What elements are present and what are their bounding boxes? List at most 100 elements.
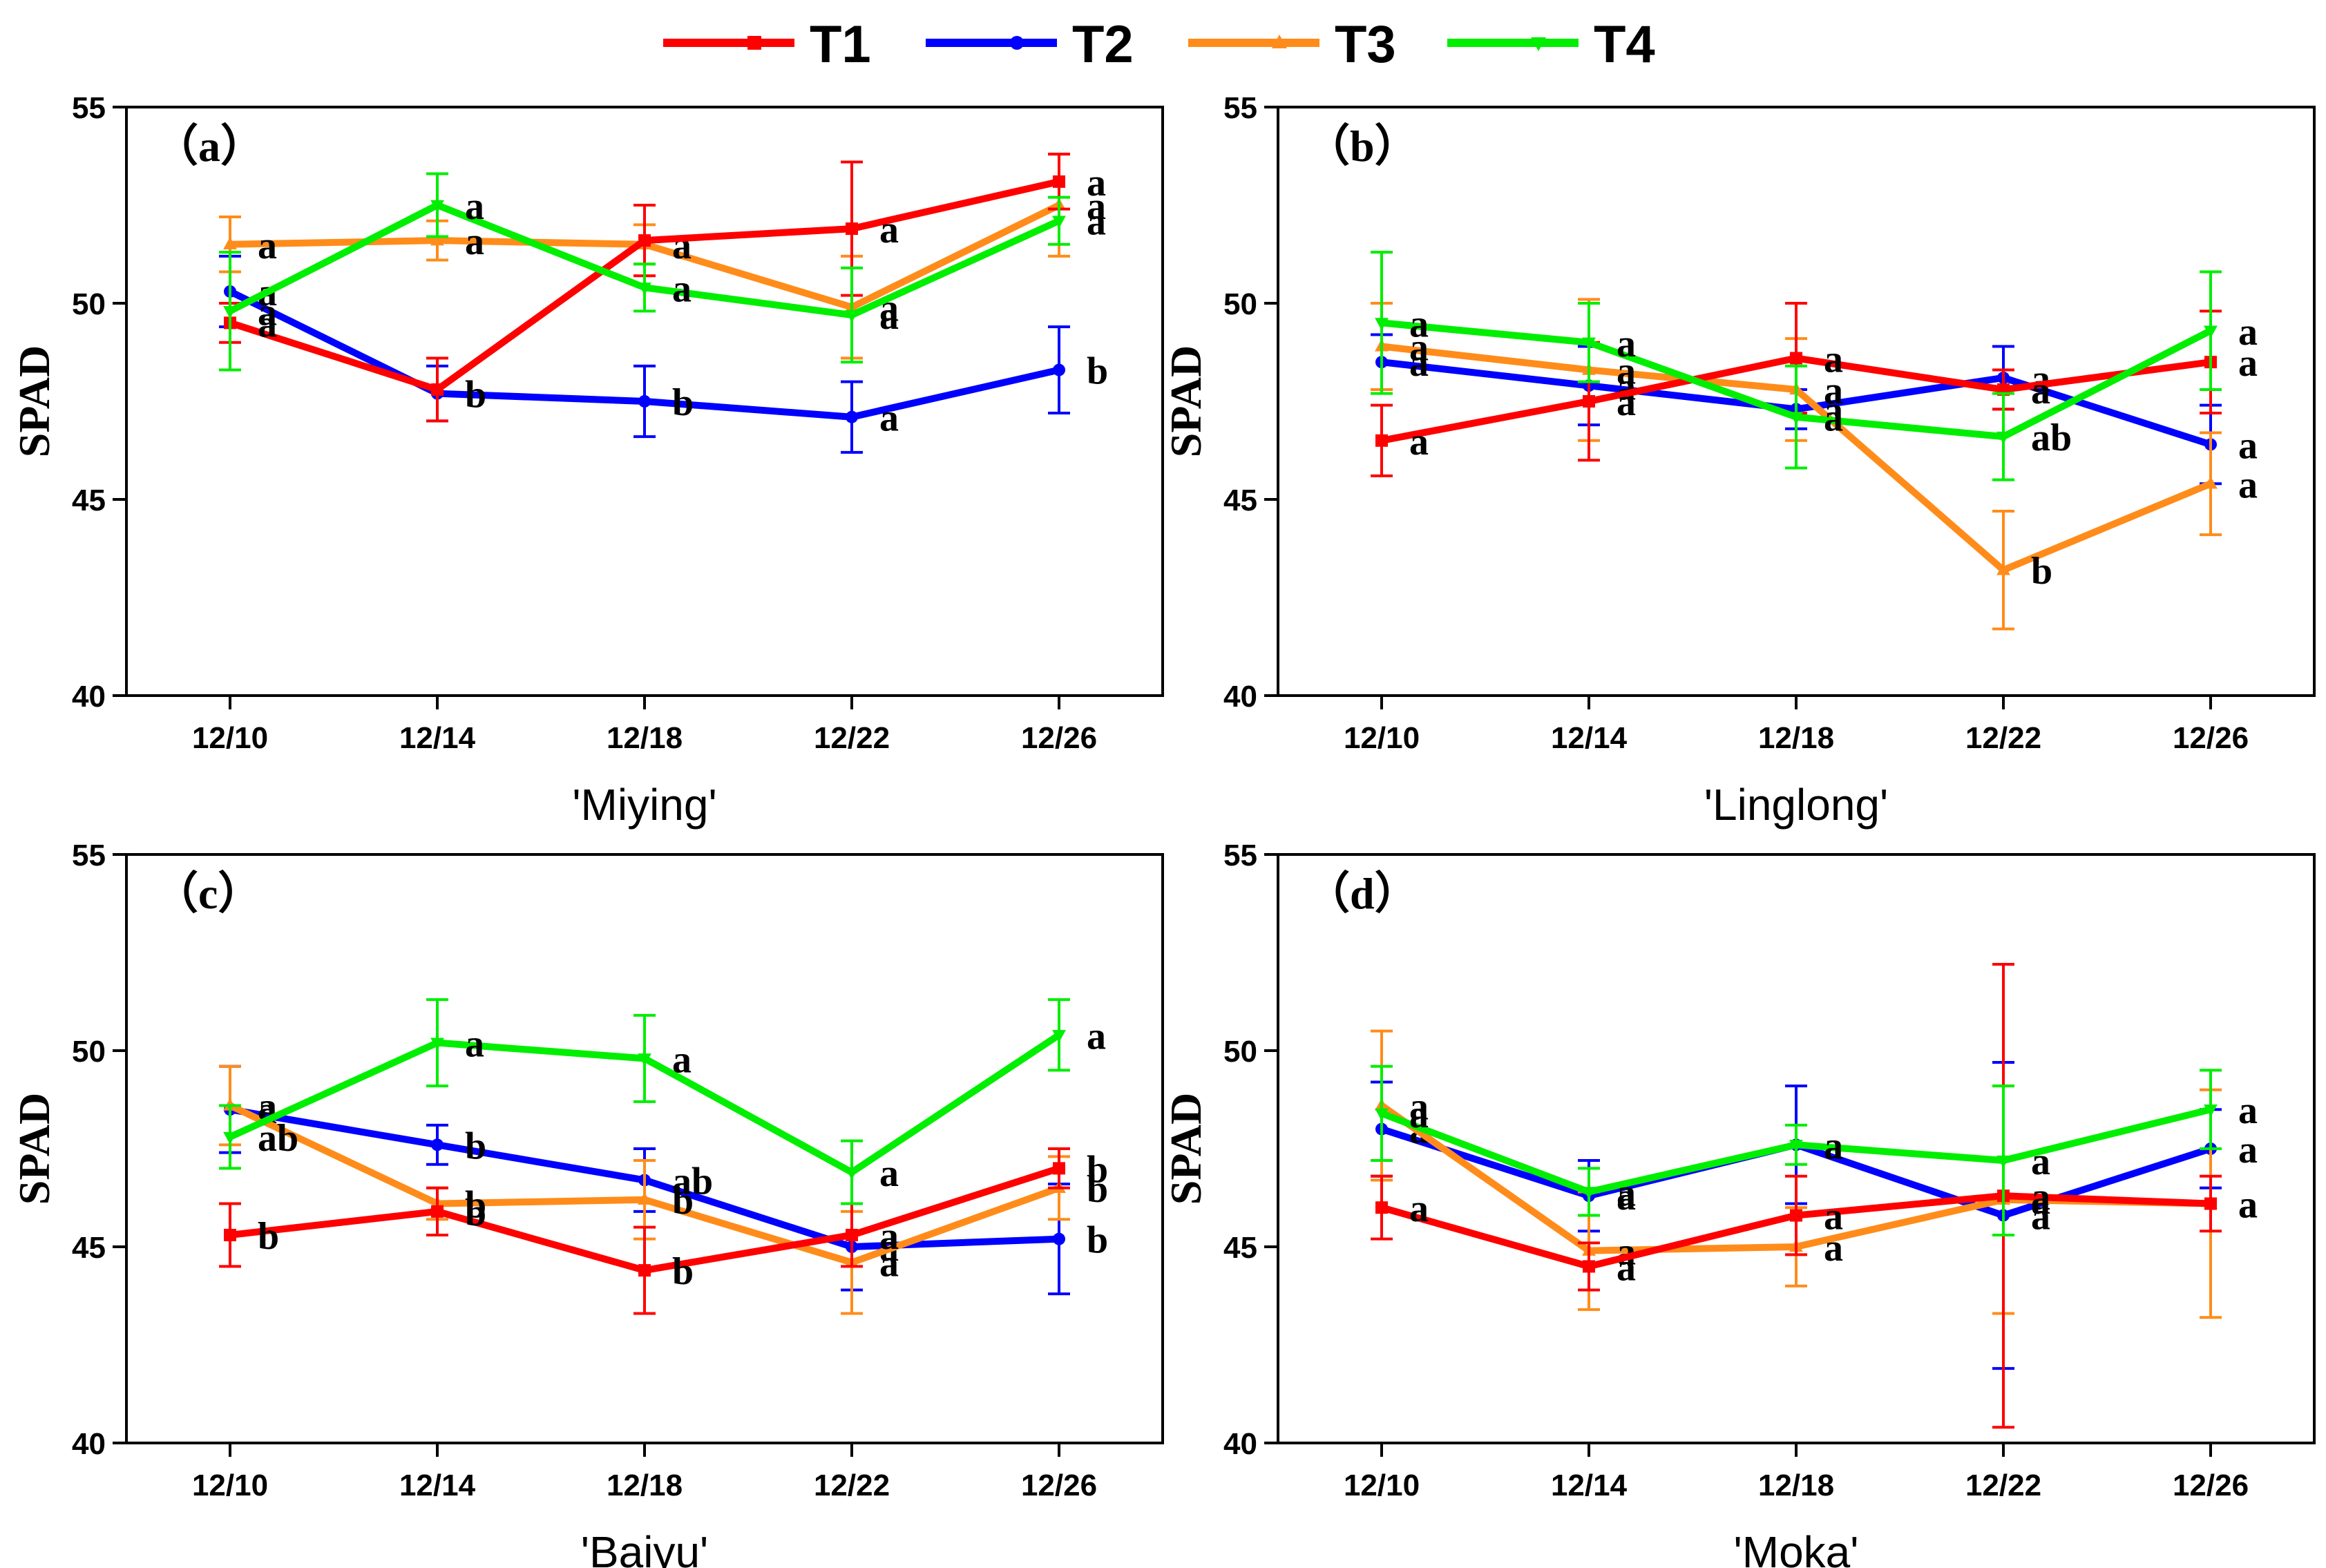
x-axis-title: 'Linglong' — [1704, 780, 1888, 830]
data-point-t1 — [1583, 395, 1595, 408]
data-point-t4 — [223, 1131, 237, 1145]
significance-label: b — [672, 381, 694, 424]
data-point-t4 — [1789, 1140, 1803, 1153]
significance-label: b — [672, 1250, 694, 1293]
data-point-t4 — [1582, 337, 1596, 350]
significance-label: a — [1409, 303, 1429, 345]
significance-label: a — [258, 303, 277, 345]
data-point-t1 — [1790, 352, 1802, 365]
x-axis-title: 'Moka' — [1734, 1527, 1859, 1568]
data-point-t4 — [638, 283, 651, 296]
x-tick-label: 12/22 — [1965, 1469, 2041, 1502]
data-point-t1 — [1790, 1209, 1802, 1222]
y-axis-title: SPAD — [1161, 345, 1210, 457]
legend-marker-t3 — [1272, 35, 1287, 48]
y-tick-label: 45 — [72, 1231, 106, 1265]
y-tick-label: 50 — [72, 1035, 106, 1069]
legend-marker-t4 — [1531, 37, 1546, 51]
significance-label: ab — [672, 1160, 713, 1203]
significance-label: a — [2238, 1184, 2258, 1227]
data-point-t4 — [1582, 1187, 1596, 1200]
significance-label: a — [2031, 1176, 2050, 1218]
y-tick-label: 40 — [72, 680, 106, 714]
data-point-t1 — [224, 1228, 236, 1241]
data-point-t4 — [223, 306, 237, 319]
significance-label: a — [1087, 162, 1106, 204]
significance-label: ab — [2031, 417, 2072, 459]
y-tick-label: 45 — [72, 484, 106, 517]
x-tick-label: 12/26 — [2173, 721, 2249, 755]
significance-label: a — [879, 1215, 899, 1258]
significance-label: a — [2238, 463, 2258, 506]
significance-label: b — [465, 1125, 486, 1167]
series-t3: aa aba — [1371, 298, 2258, 631]
data-point-t4 — [1996, 1155, 2010, 1168]
data-point-t4 — [1996, 431, 2010, 444]
data-point-t3 — [430, 233, 444, 246]
series-t4: a aa aba — [1371, 251, 2258, 481]
series-t4: ab a a a a — [219, 998, 1106, 1205]
chart-panels: 40 45 50 55 12/10 12/14 12/18 12/22 12/26 SPAD 'Mi… — [10, 91, 2316, 1568]
y-tick-label: 55 — [1223, 91, 1257, 125]
legend-item-t2: T2 — [926, 15, 1134, 74]
significance-label: a — [2238, 1089, 2258, 1132]
significance-label: a — [1617, 1172, 1636, 1214]
significance-label: a — [2031, 1140, 2050, 1183]
data-point-t1 — [846, 1228, 858, 1241]
significance-label: a — [1617, 1246, 1636, 1289]
significance-label: a — [2031, 370, 2050, 412]
panel-d: 40 45 50 55 12/10 12/14 12/18 12/22 12/26 SPAD 'Mo… — [1161, 839, 2316, 1568]
significance-label: b — [1087, 350, 1108, 393]
significance-label: a — [1824, 1196, 1843, 1239]
significance-label: a — [1409, 1187, 1429, 1230]
x-tick-label: 12/18 — [607, 721, 683, 755]
data-point-t1 — [1053, 1162, 1065, 1175]
y-tick-label: 45 — [1223, 484, 1257, 517]
significance-label: a — [1409, 1093, 1429, 1136]
x-tick-label: 12/10 — [1344, 721, 1420, 755]
y-tick-label: 40 — [1223, 680, 1257, 714]
data-point-t1 — [431, 1205, 444, 1218]
data-point-t4 — [1789, 412, 1803, 425]
data-point-t4 — [638, 1053, 651, 1067]
data-point-t1 — [1375, 434, 1388, 447]
significance-label: a — [1617, 381, 1636, 424]
data-point-t4 — [430, 200, 444, 213]
x-tick-label: 12/14 — [399, 721, 476, 755]
legend-label-t1: T1 — [810, 15, 871, 74]
significance-label: a — [1824, 397, 1843, 440]
legend-item-t3: T3 — [1188, 15, 1396, 74]
significance-label: a — [1409, 326, 1429, 369]
x-tick-label: 12/26 — [1021, 1469, 1097, 1502]
data-point-t4 — [2204, 1105, 2218, 1117]
x-tick-label: 12/22 — [1965, 721, 2041, 755]
panel-label: （d） — [1306, 869, 1419, 918]
significance-label: b — [1087, 1219, 1108, 1262]
legend-label-t3: T3 — [1335, 15, 1396, 74]
y-tick-label: 50 — [72, 287, 106, 321]
data-point-t2 — [1053, 363, 1065, 376]
data-point-t1 — [638, 1264, 651, 1277]
significance-label: a — [2238, 311, 2258, 354]
data-point-t3 — [638, 1192, 651, 1205]
significance-label: a — [258, 224, 277, 267]
significance-label: b — [672, 1180, 694, 1223]
x-tick-label: 12/10 — [192, 721, 268, 755]
data-point-t1 — [1375, 1201, 1388, 1214]
significance-label: a — [465, 1023, 484, 1066]
data-point-t1 — [846, 222, 858, 236]
significance-label: a — [672, 267, 692, 310]
data-point-t2 — [1053, 1232, 1065, 1245]
significance-label: a — [1824, 338, 1843, 381]
legend-item-t4: T4 — [1447, 15, 1655, 74]
y-tick-label: 40 — [72, 1427, 106, 1461]
panel-label: （b） — [1306, 122, 1419, 171]
series-t1: aaa — [219, 153, 1106, 423]
significance-label: a — [258, 291, 277, 334]
y-tick-label: 45 — [1223, 1231, 1257, 1265]
significance-label: a — [1087, 185, 1106, 228]
legend-label-t4: T4 — [1594, 15, 1655, 74]
